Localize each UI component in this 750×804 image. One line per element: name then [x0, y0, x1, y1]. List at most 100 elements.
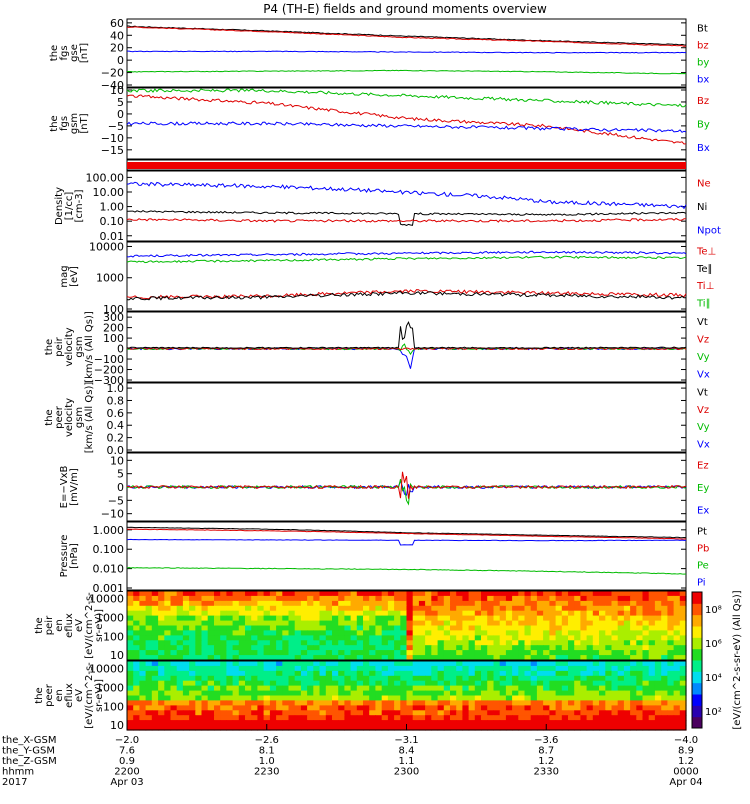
spectrogram-cell — [474, 725, 482, 731]
ylabel-line: the — [44, 409, 55, 425]
spectrogram-cell — [487, 605, 494, 612]
spectrogram-cell — [599, 630, 606, 636]
spectrogram-cell — [574, 705, 581, 711]
spectrogram-cell — [462, 715, 470, 721]
spectrogram-cell — [238, 600, 246, 607]
spectrogram-cell — [151, 685, 159, 692]
spectrogram-cell — [307, 715, 314, 721]
spectrogram-cell — [288, 675, 296, 682]
spectrogram-cell — [325, 680, 333, 687]
spectrogram-cell — [232, 661, 240, 667]
spectrogram-cell — [512, 665, 519, 672]
spectrogram-cell — [568, 665, 575, 672]
spectrogram-cell — [549, 700, 557, 706]
spectrogram-cell — [518, 661, 526, 667]
spectrogram-cell — [605, 645, 613, 651]
spectrogram-cell — [431, 680, 439, 687]
spectrogram-cell — [549, 685, 557, 692]
spectrogram-cell — [599, 695, 606, 701]
spectrogram-cell — [530, 680, 538, 687]
spectrogram-cell — [288, 710, 296, 716]
spectrogram-cell — [667, 695, 675, 701]
spectrogram-cell — [574, 715, 581, 721]
spectrogram-cell — [207, 661, 215, 667]
spectrogram-cell — [630, 591, 637, 597]
spectrogram-cell — [505, 670, 513, 677]
spectrogram-cell — [201, 710, 209, 716]
spectrogram-cell — [276, 655, 283, 661]
spectrogram-cell — [543, 615, 550, 622]
spectrogram-cell — [555, 615, 563, 622]
colorbar-tick: 10⁶ — [705, 639, 722, 650]
spectrogram-cell — [425, 650, 432, 656]
spectrogram-cell — [648, 710, 656, 716]
spectrogram-cell — [530, 700, 538, 706]
spectrogram-cell — [369, 720, 376, 726]
spectrogram-cell — [468, 625, 476, 631]
spectrogram-cell — [344, 645, 352, 651]
spectrogram-cell — [400, 695, 408, 701]
spectrogram-cell — [176, 625, 184, 631]
spectrogram-cell — [617, 690, 625, 697]
spectrogram-cell — [561, 595, 569, 602]
spectrogram-cell — [133, 645, 140, 651]
spectrogram-cell — [288, 615, 296, 622]
spectrogram-cell — [207, 615, 215, 622]
spectrogram-cell — [580, 635, 588, 641]
spectrogram-cell — [332, 680, 339, 687]
ytick-label: 100.00 — [86, 171, 125, 184]
spectrogram-cell — [400, 700, 408, 706]
spectrogram-cell — [673, 665, 681, 672]
spectrogram-cell — [599, 605, 606, 612]
spectrogram-cell — [338, 680, 345, 687]
spectrogram-cell — [282, 705, 290, 711]
data-temperature — [126, 250, 687, 301]
spectrogram-cell — [636, 600, 644, 607]
spectrogram-cell — [282, 685, 290, 692]
spectrogram-cell — [481, 615, 488, 622]
spectrogram-cell — [350, 620, 358, 627]
panel-ylabel-peir_spec: thepeirenefluxeV[eV/(cm^2-s-sr-eV)] — [34, 592, 105, 659]
spectrogram-cell — [654, 710, 662, 716]
spectrogram-cell — [456, 625, 463, 631]
spectrogram-cell — [673, 640, 681, 646]
spectrogram-cell — [164, 720, 172, 726]
spectrogram-cell — [375, 725, 383, 731]
spectrogram-cell — [425, 720, 432, 726]
panel-frame-overlay — [126, 590, 687, 661]
spectrogram-cell — [226, 670, 234, 677]
spectrogram-cell — [505, 710, 513, 716]
colorbar-cell — [692, 648, 702, 661]
spectrogram-cell — [189, 630, 196, 636]
spectrogram-cell — [599, 635, 606, 641]
spectrogram-cell — [356, 725, 364, 731]
ylabel-line: peir — [54, 336, 65, 356]
spectrogram-cell — [549, 591, 557, 597]
spectrogram-cell — [189, 665, 196, 672]
spectrogram-cell — [238, 700, 246, 706]
spectrogram-cell — [561, 620, 569, 627]
spectrogram-cell — [394, 595, 401, 602]
spectrogram-cell — [282, 630, 290, 636]
xaxis-value: 0000 — [673, 767, 698, 778]
spectrogram-cell — [214, 725, 221, 731]
spectrogram-cell — [276, 670, 283, 677]
spectrogram-cell — [400, 655, 408, 661]
spectrogram-cell — [568, 685, 575, 692]
spectrogram-cell — [232, 620, 240, 627]
spectrogram-cell — [375, 690, 383, 697]
spectrogram-cell — [555, 645, 563, 651]
spectrogram-cell — [226, 675, 234, 682]
spectrogram-cell — [530, 715, 538, 721]
spectrogram-cell — [418, 715, 426, 721]
xaxis-value: 8.4 — [399, 746, 415, 757]
spectrogram-cell — [605, 625, 613, 631]
spectrogram-cell — [387, 720, 395, 726]
spectrogram-cell — [214, 591, 221, 597]
spectrogram-cell — [207, 591, 215, 597]
spectrogram-cell — [400, 615, 408, 622]
spectrogram-cell — [412, 710, 420, 716]
spectrogram-cell — [474, 640, 482, 646]
spectrogram-cell — [443, 705, 451, 711]
